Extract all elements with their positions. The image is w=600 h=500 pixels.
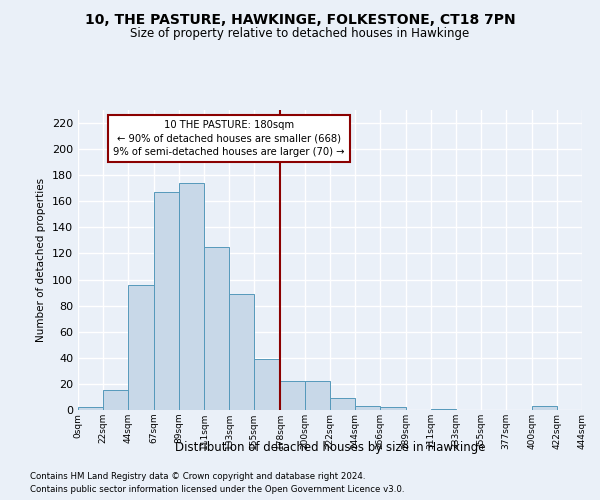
Bar: [280, 382, 305, 410]
Text: Contains public sector information licensed under the Open Government Licence v3: Contains public sector information licen…: [30, 485, 404, 494]
Bar: [78, 408, 103, 410]
Text: Distribution of detached houses by size in Hawkinge: Distribution of detached houses by size …: [175, 441, 485, 454]
Bar: [229, 294, 254, 410]
Bar: [305, 382, 330, 410]
Text: Contains HM Land Registry data © Crown copyright and database right 2024.: Contains HM Land Registry data © Crown c…: [30, 472, 365, 481]
Bar: [532, 406, 557, 410]
Bar: [431, 408, 456, 410]
Bar: [254, 359, 280, 410]
Bar: [179, 183, 204, 410]
Y-axis label: Number of detached properties: Number of detached properties: [37, 178, 46, 342]
Bar: [355, 406, 380, 410]
Bar: [128, 285, 154, 410]
Text: 10 THE PASTURE: 180sqm
← 90% of detached houses are smaller (668)
9% of semi-det: 10 THE PASTURE: 180sqm ← 90% of detached…: [113, 120, 345, 157]
Bar: [154, 192, 179, 410]
Bar: [330, 398, 355, 410]
Bar: [380, 408, 406, 410]
Bar: [103, 390, 128, 410]
Text: 10, THE PASTURE, HAWKINGE, FOLKESTONE, CT18 7PN: 10, THE PASTURE, HAWKINGE, FOLKESTONE, C…: [85, 12, 515, 26]
Text: Size of property relative to detached houses in Hawkinge: Size of property relative to detached ho…: [130, 28, 470, 40]
Bar: [204, 247, 229, 410]
